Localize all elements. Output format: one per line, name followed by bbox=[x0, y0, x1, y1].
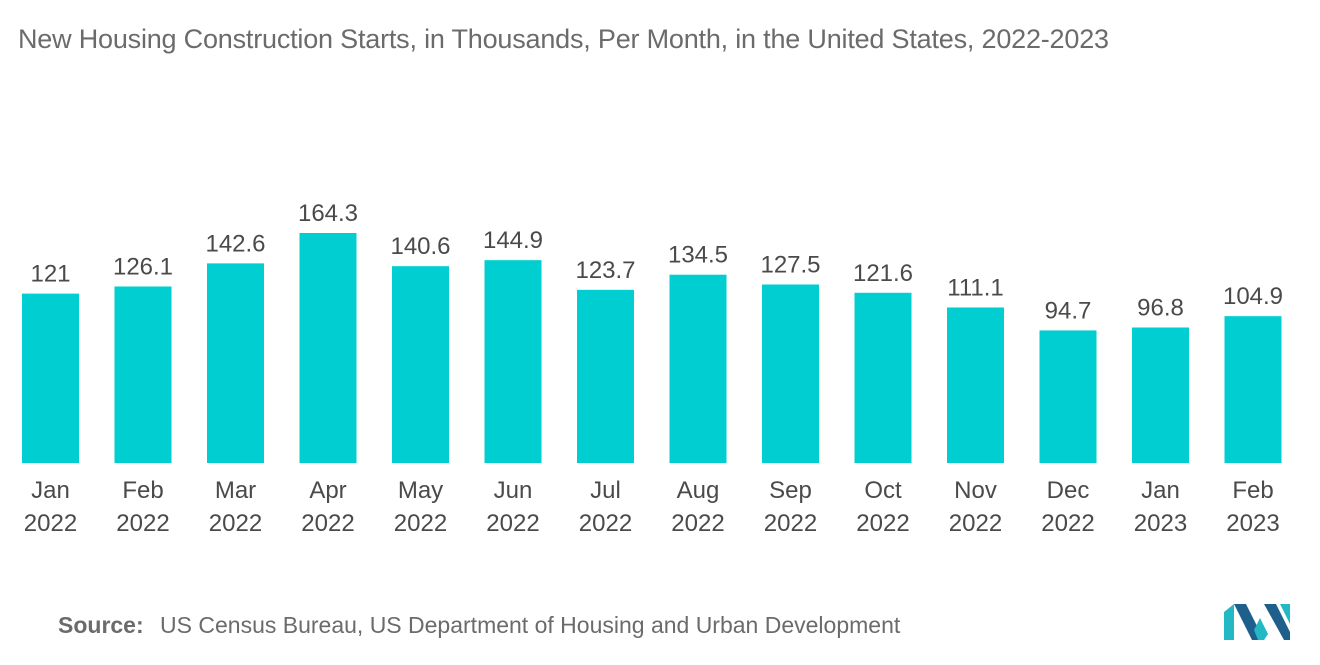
data-label: 127.5 bbox=[760, 252, 820, 279]
x-tick-label-year: 2022 bbox=[671, 510, 724, 537]
x-tick-label-year: 2023 bbox=[1226, 510, 1279, 537]
x-tick-label-month: Aug bbox=[677, 477, 720, 504]
bar-jan-2022 bbox=[22, 293, 79, 463]
bar-chart: 121 Jan 2022 126.1 Feb 2022 142.6 Mar 2022 164.3 A… bbox=[22, 200, 1283, 537]
bar-dec-2022 bbox=[1039, 330, 1097, 463]
source-label: Source: bbox=[58, 612, 144, 638]
x-tick-label-year: 2022 bbox=[764, 510, 817, 537]
data-label: 123.7 bbox=[575, 257, 635, 284]
data-label: 121.6 bbox=[853, 260, 913, 287]
bar-may-2022 bbox=[392, 266, 449, 463]
bar-nov-2022 bbox=[947, 307, 1004, 463]
data-label: 142.6 bbox=[205, 230, 265, 257]
x-tick-label-year: 2022 bbox=[394, 510, 447, 537]
x-tick-label-year: 2022 bbox=[1041, 510, 1094, 537]
data-label: 140.6 bbox=[390, 233, 450, 260]
x-tick-label-year: 2022 bbox=[209, 510, 262, 537]
source-note: Source: US Census Bureau, US Department … bbox=[58, 612, 900, 639]
x-tick-label-month: Jul bbox=[590, 477, 621, 504]
data-label: 96.8 bbox=[1137, 294, 1184, 321]
x-tick-label-year: 2022 bbox=[116, 510, 169, 537]
data-label: 144.9 bbox=[483, 227, 543, 254]
x-tick-label-month: Oct bbox=[864, 477, 902, 504]
data-label: 94.7 bbox=[1045, 297, 1092, 324]
x-tick-label-month: Jan bbox=[31, 477, 70, 504]
x-tick-label-month: Dec bbox=[1047, 477, 1090, 504]
bar-jun-2022 bbox=[484, 260, 542, 463]
bar-mar-2022 bbox=[207, 263, 264, 463]
bar-apr-2022 bbox=[299, 233, 357, 463]
data-label: 126.1 bbox=[113, 253, 173, 280]
x-tick-label-year: 2023 bbox=[1134, 510, 1187, 537]
chart-title: New Housing Construction Starts, in Thou… bbox=[18, 24, 1109, 54]
source-text: US Census Bureau, US Department of Housi… bbox=[160, 612, 901, 638]
bar-aug-2022 bbox=[669, 274, 727, 463]
x-tick-label-month: Sep bbox=[769, 477, 812, 504]
data-label: 164.3 bbox=[298, 200, 358, 227]
data-label: 104.9 bbox=[1223, 283, 1283, 310]
bar-sep-2022 bbox=[762, 284, 819, 463]
bar-jul-2022 bbox=[577, 289, 634, 463]
x-tick-label-month: Apr bbox=[309, 477, 346, 504]
x-tick-label-year: 2022 bbox=[301, 510, 354, 537]
x-tick-label-month: Nov bbox=[954, 477, 997, 504]
data-label: 111.1 bbox=[947, 274, 1004, 301]
x-tick-label-year: 2022 bbox=[579, 510, 632, 537]
x-tick-label-year: 2022 bbox=[24, 510, 77, 537]
x-tick-label-month: Jan bbox=[1141, 477, 1180, 504]
x-tick-label-month: Feb bbox=[1232, 477, 1273, 504]
bar-feb-2022 bbox=[114, 286, 172, 463]
brand-logo-icon bbox=[1224, 604, 1290, 640]
x-tick-label-year: 2022 bbox=[949, 510, 1002, 537]
x-tick-label-year: 2022 bbox=[486, 510, 539, 537]
x-tick-label-month: Mar bbox=[215, 477, 256, 504]
data-label: 134.5 bbox=[668, 242, 728, 269]
x-tick-label-month: Feb bbox=[122, 477, 163, 504]
x-tick-label-month: May bbox=[398, 477, 443, 504]
bar-jan-2023 bbox=[1132, 327, 1189, 463]
bar-oct-2022 bbox=[854, 292, 912, 463]
x-tick-label-month: Jun bbox=[494, 477, 533, 504]
x-tick-label-year: 2022 bbox=[856, 510, 909, 537]
bar-feb-2023 bbox=[1224, 316, 1282, 463]
data-label: 121 bbox=[30, 261, 70, 288]
